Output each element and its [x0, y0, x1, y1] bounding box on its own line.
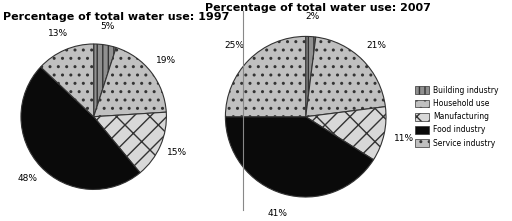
- Wedge shape: [94, 44, 116, 117]
- Wedge shape: [94, 112, 166, 173]
- Text: 11%: 11%: [394, 134, 414, 143]
- Text: Percentage of total water use: 2007: Percentage of total water use: 2007: [205, 3, 431, 13]
- Wedge shape: [21, 67, 140, 189]
- Wedge shape: [225, 117, 374, 197]
- Text: 48%: 48%: [17, 174, 37, 183]
- Text: 25%: 25%: [225, 41, 245, 50]
- Text: 5%: 5%: [101, 22, 115, 31]
- Text: 15%: 15%: [167, 148, 187, 157]
- Wedge shape: [306, 37, 386, 117]
- Text: 21%: 21%: [367, 41, 387, 50]
- Text: 19%: 19%: [156, 57, 176, 65]
- Legend: Building industry, Household use, Manufacturing, Food industry, Service industry: Building industry, Household use, Manufa…: [414, 84, 500, 149]
- Wedge shape: [94, 48, 166, 117]
- Wedge shape: [306, 107, 386, 160]
- Text: Percentage of total water use: 1997: Percentage of total water use: 1997: [3, 12, 229, 22]
- Text: 2%: 2%: [305, 12, 319, 21]
- Text: 13%: 13%: [48, 29, 68, 38]
- Wedge shape: [306, 36, 316, 117]
- Wedge shape: [225, 36, 306, 117]
- Text: 41%: 41%: [268, 209, 288, 218]
- Wedge shape: [40, 44, 94, 117]
